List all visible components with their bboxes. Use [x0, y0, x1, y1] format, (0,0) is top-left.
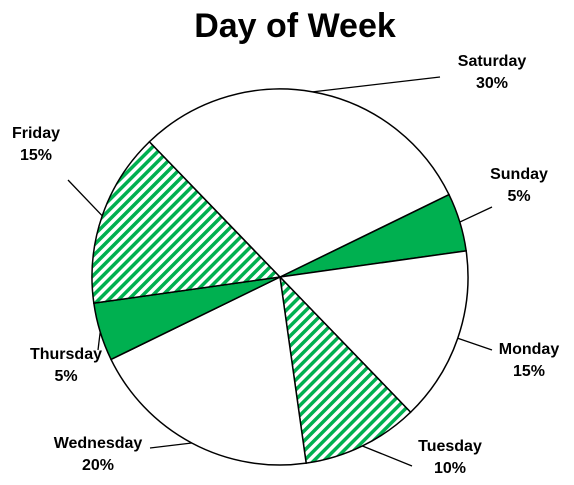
pie-slice — [148, 88, 450, 278]
leader-line — [312, 76, 441, 93]
slice-value-label: 20% — [82, 457, 114, 474]
leader-line — [67, 179, 103, 217]
slice-label: Monday — [499, 341, 560, 358]
leader-line — [459, 206, 493, 223]
slice-label: Thursday — [30, 346, 102, 363]
slice-label: Friday — [12, 125, 60, 142]
slice-value-label: 30% — [476, 75, 508, 92]
slice-value-label: 5% — [507, 188, 530, 205]
leader-line — [362, 445, 413, 467]
chart-title: Day of Week — [194, 7, 396, 45]
leader-line — [97, 331, 101, 351]
pie-slice — [110, 275, 308, 466]
slice-value-label: 5% — [54, 368, 77, 385]
pie-slice — [278, 274, 412, 465]
slice-value-label: 15% — [513, 363, 545, 380]
slice-label: Tuesday — [418, 438, 482, 455]
slice-label: Wednesday — [54, 435, 143, 452]
slice-label: Saturday — [458, 53, 527, 70]
leader-line — [149, 442, 192, 449]
slice-label: Sunday — [490, 166, 548, 183]
slice-value-label: 15% — [20, 147, 52, 164]
leader-line — [457, 337, 493, 351]
pie-slice — [278, 249, 469, 414]
slice-value-label: 10% — [434, 460, 466, 477]
